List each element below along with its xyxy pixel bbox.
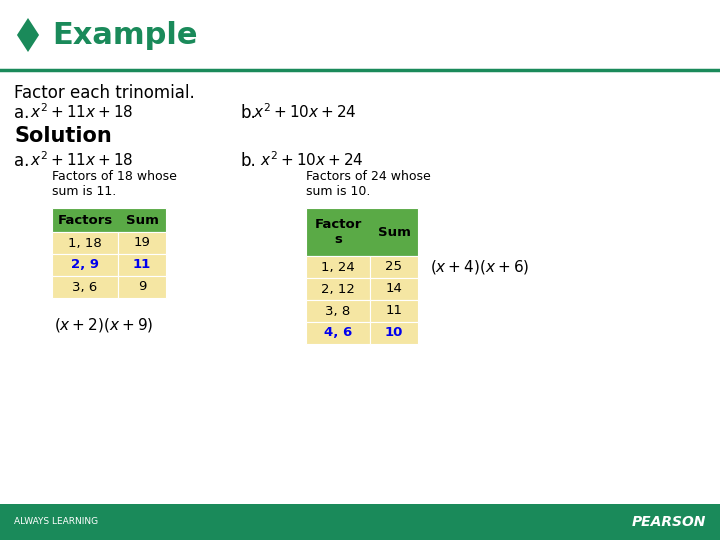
Text: 19: 19 xyxy=(134,237,150,249)
Bar xyxy=(306,256,370,278)
Bar xyxy=(306,278,370,300)
Bar xyxy=(118,276,166,298)
Text: 25: 25 xyxy=(385,260,402,273)
Text: 11: 11 xyxy=(133,259,151,272)
Bar xyxy=(118,254,166,276)
Text: 4, 6: 4, 6 xyxy=(324,327,352,340)
Bar xyxy=(52,232,118,254)
Text: PEARSON: PEARSON xyxy=(631,515,706,529)
Text: 14: 14 xyxy=(386,282,402,295)
Text: 3, 6: 3, 6 xyxy=(73,280,98,294)
Text: $x^2+10x+24$: $x^2+10x+24$ xyxy=(260,150,364,168)
Text: 1, 18: 1, 18 xyxy=(68,237,102,249)
Text: Factors: Factors xyxy=(58,213,112,226)
Bar xyxy=(306,300,370,322)
Text: Solution: Solution xyxy=(14,126,112,146)
Text: $x^2+11x+18$: $x^2+11x+18$ xyxy=(30,150,133,168)
Bar xyxy=(370,322,418,344)
Text: 3, 8: 3, 8 xyxy=(325,305,351,318)
Text: 2, 12: 2, 12 xyxy=(321,282,355,295)
Text: Factors of 18 whose
sum is 11.: Factors of 18 whose sum is 11. xyxy=(52,170,177,198)
Text: a.: a. xyxy=(14,152,30,170)
Text: $(x+4)(x+6)$: $(x+4)(x+6)$ xyxy=(430,258,529,276)
Text: Factor each trinomial.: Factor each trinomial. xyxy=(14,84,194,102)
Text: 9: 9 xyxy=(138,280,146,294)
Text: 10: 10 xyxy=(384,327,403,340)
Bar xyxy=(370,256,418,278)
Text: b.: b. xyxy=(240,104,256,122)
Text: Factor
s: Factor s xyxy=(315,218,361,246)
Bar xyxy=(306,208,418,256)
Bar xyxy=(118,232,166,254)
Text: Sum: Sum xyxy=(125,213,158,226)
Text: 2, 9: 2, 9 xyxy=(71,259,99,272)
Bar xyxy=(370,278,418,300)
Polygon shape xyxy=(17,18,39,52)
Text: 11: 11 xyxy=(385,305,402,318)
Bar xyxy=(306,322,370,344)
Bar xyxy=(52,208,166,232)
Bar xyxy=(52,276,118,298)
Bar xyxy=(0,504,720,540)
Text: Factors of 24 whose
sum is 10.: Factors of 24 whose sum is 10. xyxy=(306,170,431,198)
Bar xyxy=(370,300,418,322)
Text: $(x+2)(x+9)$: $(x+2)(x+9)$ xyxy=(54,316,153,334)
Text: Example: Example xyxy=(52,21,197,50)
Text: $x^2+10x+24$: $x^2+10x+24$ xyxy=(253,102,356,121)
Text: Sum: Sum xyxy=(377,226,410,239)
Text: 1, 24: 1, 24 xyxy=(321,260,355,273)
Text: b.: b. xyxy=(240,152,256,170)
Text: $x^2+11x+18$: $x^2+11x+18$ xyxy=(30,102,133,121)
Bar xyxy=(52,254,118,276)
Text: ALWAYS LEARNING: ALWAYS LEARNING xyxy=(14,517,98,526)
Text: a.: a. xyxy=(14,104,30,122)
